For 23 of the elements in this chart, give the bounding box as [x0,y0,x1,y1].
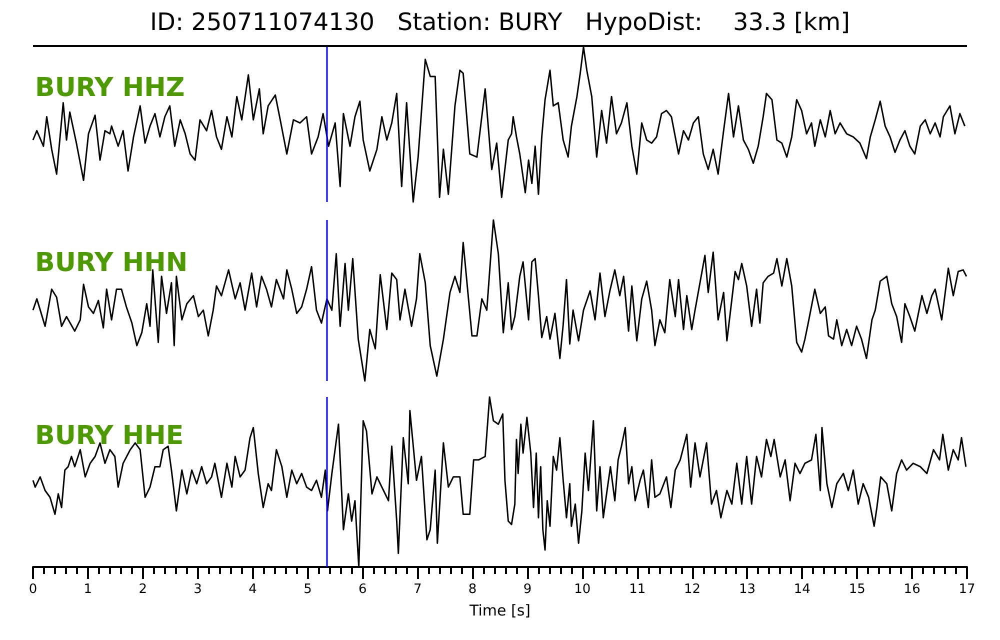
x-tick-label: 1 [84,582,92,597]
x-tick-label: 15 [848,582,866,597]
x-tick-label: 4 [248,582,257,597]
x-tick-label: 17 [958,582,976,597]
x-tick-label: 9 [523,582,532,597]
x-tick-label: 12 [684,582,701,597]
chart-title: ID: 250711074130 Station: BURY HypoDist: 33.3 [km] [148,8,852,36]
x-tick-label: 11 [629,582,646,597]
x-tick-label: 7 [413,582,422,597]
x-tick-label: 10 [574,582,591,597]
x-tick-label: 16 [904,582,920,597]
annotation: BURY HHE [35,421,184,451]
x-tick-label: 2 [138,582,148,597]
x-tick-label: 14 [794,582,810,597]
x-tick-label: 0 [28,582,38,597]
annotation: BURY HHZ [35,73,185,103]
x-tick-label: 8 [468,582,477,597]
x-tick-label: 13 [738,582,756,597]
x-axis-title: Time [s] [468,602,530,620]
x-tick-label: 6 [358,582,367,597]
x-tick-label: 5 [304,582,312,597]
annotation: BURY HHN [35,248,188,278]
x-tick-label: 3 [194,582,202,597]
